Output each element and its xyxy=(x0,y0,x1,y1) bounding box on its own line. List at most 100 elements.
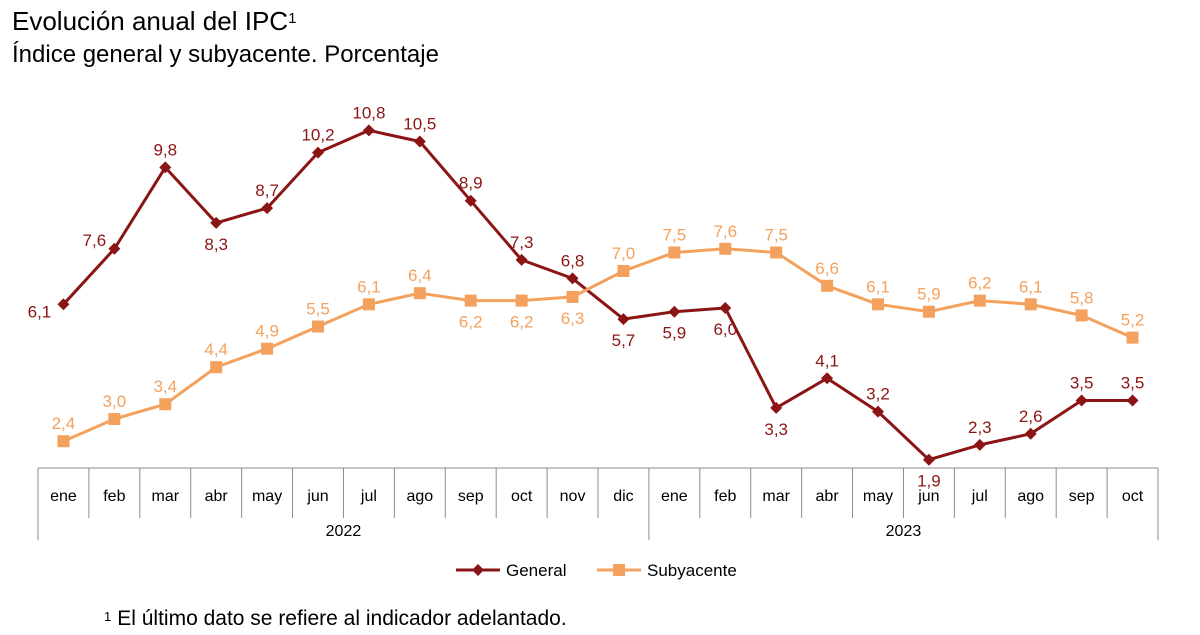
point-general-3 xyxy=(210,216,223,229)
point-general-0 xyxy=(57,298,70,311)
x-tick-label-abr: abr xyxy=(816,488,840,505)
legend-label-subyacente: Subyacente xyxy=(647,561,737,580)
point-general-1 xyxy=(108,242,121,255)
point-general-12 xyxy=(668,305,681,318)
point-subyacente-20 xyxy=(1075,309,1088,322)
x-tick-label-abr: abr xyxy=(205,488,229,505)
footnote: 1 El último dato se refiere al indicador … xyxy=(104,606,567,632)
data-label-subyacente-3: 4,4 xyxy=(204,340,228,359)
data-label-general-20: 3,5 xyxy=(1070,374,1094,393)
point-subyacente-13 xyxy=(719,242,732,255)
data-label-general-16: 3,2 xyxy=(866,385,890,404)
point-general-4 xyxy=(261,202,274,215)
footnote-mark: 1 xyxy=(104,609,112,624)
point-general-9 xyxy=(515,253,528,266)
data-label-general-1: 7,6 xyxy=(83,231,107,250)
point-subyacente-14 xyxy=(770,246,783,259)
data-label-general-4: 8,7 xyxy=(255,181,279,200)
data-label-subyacente-9: 6,2 xyxy=(510,313,534,332)
data-label-general-18: 2,3 xyxy=(968,418,992,437)
data-label-subyacente-10: 6,3 xyxy=(561,309,585,328)
data-label-subyacente-7: 6,4 xyxy=(408,266,432,285)
point-subyacente-9 xyxy=(515,294,528,307)
chart-subtitle: Índice general y subyacente. Porcentaje xyxy=(12,41,439,68)
data-label-subyacente-19: 6,1 xyxy=(1019,277,1043,296)
data-label-general-6: 10,8 xyxy=(352,103,385,122)
data-label-subyacente-0: 2,4 xyxy=(52,414,76,433)
data-label-subyacente-17: 5,9 xyxy=(917,285,941,304)
point-general-18 xyxy=(973,438,986,451)
point-subyacente-21 xyxy=(1126,331,1139,344)
chart-title: Evolución anual del IPC1 xyxy=(12,6,296,36)
x-tick-label-sep: sep xyxy=(458,488,484,505)
x-tick-label-sep: sep xyxy=(1069,488,1095,505)
point-general-20 xyxy=(1075,394,1088,407)
x-tick-label-jun: jun xyxy=(917,488,939,505)
point-subyacente-16 xyxy=(872,298,884,311)
legend-marker-general xyxy=(472,564,484,576)
point-general-15 xyxy=(821,372,834,385)
point-general-5 xyxy=(312,146,324,159)
data-label-general-9: 7,3 xyxy=(510,233,534,252)
ipc-line-chart: ene feb mar abr may jun jul ago sep oct nov dic ene f… xyxy=(28,103,1159,580)
point-subyacente-1 xyxy=(108,413,121,425)
data-label-general-15: 4,1 xyxy=(815,351,839,370)
x-tick-label-ene: ene xyxy=(50,488,77,505)
data-label-subyacente-18: 6,2 xyxy=(968,274,992,293)
data-label-general-8: 8,9 xyxy=(459,174,483,193)
point-subyacente-2 xyxy=(159,398,172,411)
data-label-general-14: 3,3 xyxy=(764,420,788,439)
point-general-6 xyxy=(362,124,375,137)
x-tick-label-mar: mar xyxy=(762,488,790,505)
data-label-subyacente-16: 6,1 xyxy=(866,277,890,296)
x-tick-label-jul: jul xyxy=(971,488,988,505)
data-label-subyacente-14: 7,5 xyxy=(764,226,788,245)
footnote-text: El último dato se refiere al indicador a… xyxy=(117,607,567,630)
data-label-general-10: 6,8 xyxy=(561,251,585,270)
data-label-subyacente-13: 7,6 xyxy=(713,222,737,241)
data-label-general-19: 2,6 xyxy=(1019,407,1043,426)
legend-marker-subyacente xyxy=(613,564,625,576)
data-label-general-17: 1,9 xyxy=(917,472,941,491)
point-subyacente-6 xyxy=(362,298,375,311)
x-group-label-2023: 2023 xyxy=(886,523,922,540)
x-tick-label-oct: oct xyxy=(1122,488,1144,505)
point-general-10 xyxy=(566,272,579,285)
point-general-13 xyxy=(719,302,732,314)
data-label-general-7: 10,5 xyxy=(403,115,436,134)
data-label-general-2: 9,8 xyxy=(153,140,177,159)
x-tick-label-feb: feb xyxy=(103,488,125,505)
legend-label-general: General xyxy=(506,561,566,580)
x-tick-label-jul: jul xyxy=(360,488,377,505)
point-general-21 xyxy=(1126,394,1139,407)
x-group-label-2022: 2022 xyxy=(326,523,362,540)
x-tick-label-feb: feb xyxy=(714,488,736,505)
x-tick-label-jun: jun xyxy=(306,488,328,505)
x-tick-label-ago: ago xyxy=(406,488,433,505)
point-subyacente-7 xyxy=(413,287,426,300)
series-line-subyacente xyxy=(62,247,1134,443)
x-tick-label-oct: oct xyxy=(511,488,533,505)
point-general-19 xyxy=(1024,427,1037,440)
data-label-general-5: 10,2 xyxy=(301,126,334,145)
data-label-general-11: 5,7 xyxy=(612,331,636,350)
data-label-subyacente-15: 6,6 xyxy=(815,259,839,278)
data-label-subyacente-1: 3,0 xyxy=(103,392,127,411)
x-tick-label-mar: mar xyxy=(151,488,179,505)
data-label-subyacente-11: 7,0 xyxy=(612,244,636,263)
x-tick-label-may: may xyxy=(252,488,282,505)
chart-title-text: Evolución anual del IPC xyxy=(12,6,289,36)
point-general-14 xyxy=(770,401,783,414)
point-subyacente-18 xyxy=(973,294,986,307)
data-label-general-21: 3,5 xyxy=(1121,374,1145,393)
point-subyacente-4 xyxy=(261,342,274,355)
data-label-general-3: 8,3 xyxy=(204,235,228,254)
data-label-subyacente-20: 5,8 xyxy=(1070,288,1094,307)
chart-title-footnote-mark: 1 xyxy=(288,10,297,27)
data-label-subyacente-4: 4,9 xyxy=(255,322,279,341)
point-subyacente-3 xyxy=(210,361,223,374)
point-subyacente-11 xyxy=(617,265,630,277)
data-label-subyacente-8: 6,2 xyxy=(459,313,483,332)
data-label-general-13: 6,0 xyxy=(713,320,737,339)
point-general-8 xyxy=(464,194,477,207)
